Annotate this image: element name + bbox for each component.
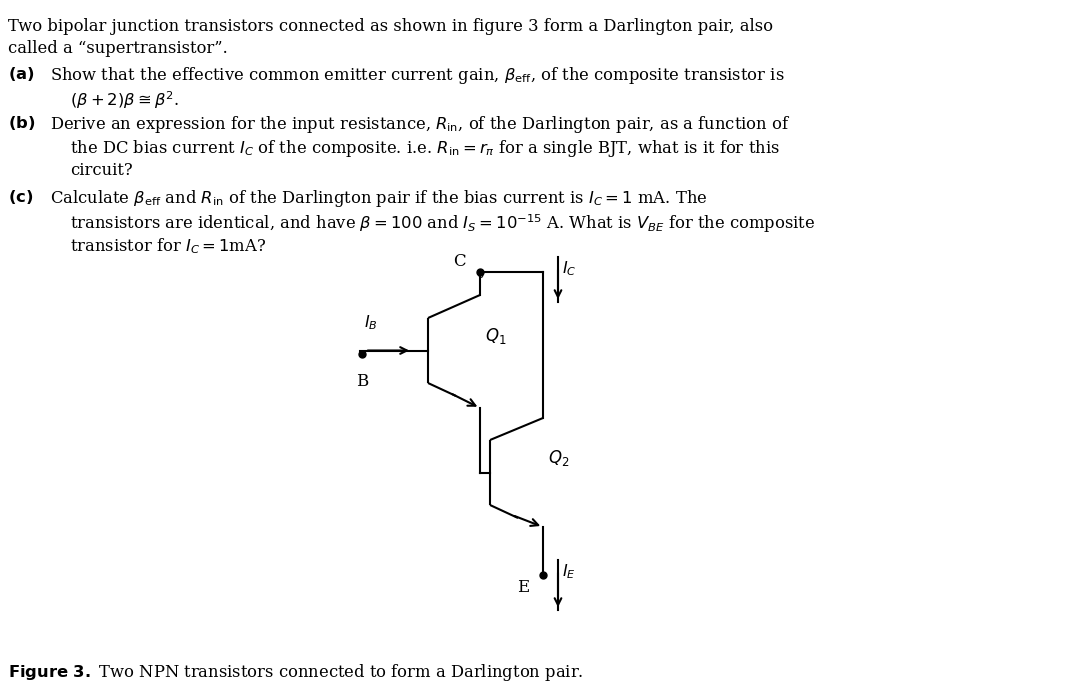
Text: $I_C$: $I_C$ bbox=[562, 259, 576, 278]
Text: circuit?: circuit? bbox=[70, 162, 132, 179]
Text: Show that the effective common emitter current gain, $\beta_{\mathrm{eff}}$, of : Show that the effective common emitter c… bbox=[50, 65, 784, 86]
Text: called a “supertransistor”.: called a “supertransistor”. bbox=[7, 40, 227, 57]
Text: $Q_2$: $Q_2$ bbox=[548, 447, 570, 467]
Text: Calculate $\beta_{\mathrm{eff}}$ and $R_{\mathrm{in}}$ of the Darlington pair if: Calculate $\beta_{\mathrm{eff}}$ and $R_… bbox=[50, 188, 707, 209]
Text: $\mathbf{(c)}$: $\mathbf{(c)}$ bbox=[7, 188, 33, 206]
Text: o: o bbox=[360, 351, 365, 360]
Text: $\mathbf{(b)}$: $\mathbf{(b)}$ bbox=[7, 114, 35, 132]
Text: Two bipolar junction transistors connected as shown in figure 3 form a Darlingto: Two bipolar junction transistors connect… bbox=[7, 18, 773, 35]
Text: $I_E$: $I_E$ bbox=[562, 562, 576, 581]
Text: the DC bias current $I_C$ of the composite. i.e. $R_{\mathrm{in}} = r_\pi$ for a: the DC bias current $I_C$ of the composi… bbox=[70, 138, 780, 159]
Text: $\mathbf{(a)}$: $\mathbf{(a)}$ bbox=[7, 65, 34, 83]
Text: B: B bbox=[356, 372, 368, 390]
Text: Derive an expression for the input resistance, $R_{\mathrm{in}}$, of the Darling: Derive an expression for the input resis… bbox=[50, 114, 791, 135]
Text: $I_B$: $I_B$ bbox=[364, 314, 378, 333]
Text: C: C bbox=[453, 253, 466, 270]
Text: transistors are identical, and have $\beta = 100$ and $I_S = 10^{-15}$ A. What i: transistors are identical, and have $\be… bbox=[70, 212, 815, 235]
Text: $\mathbf{Figure\ 3.}$ Two NPN transistors connected to form a Darlington pair.: $\mathbf{Figure\ 3.}$ Two NPN transistor… bbox=[7, 662, 584, 683]
Text: E: E bbox=[516, 579, 529, 596]
Text: o: o bbox=[477, 270, 483, 280]
Text: transistor for $I_C = 1$mA?: transistor for $I_C = 1$mA? bbox=[70, 236, 267, 256]
Text: $(\beta+2)\beta \cong \beta^2$.: $(\beta+2)\beta \cong \beta^2$. bbox=[70, 89, 179, 110]
Text: $Q_1$: $Q_1$ bbox=[485, 325, 507, 346]
